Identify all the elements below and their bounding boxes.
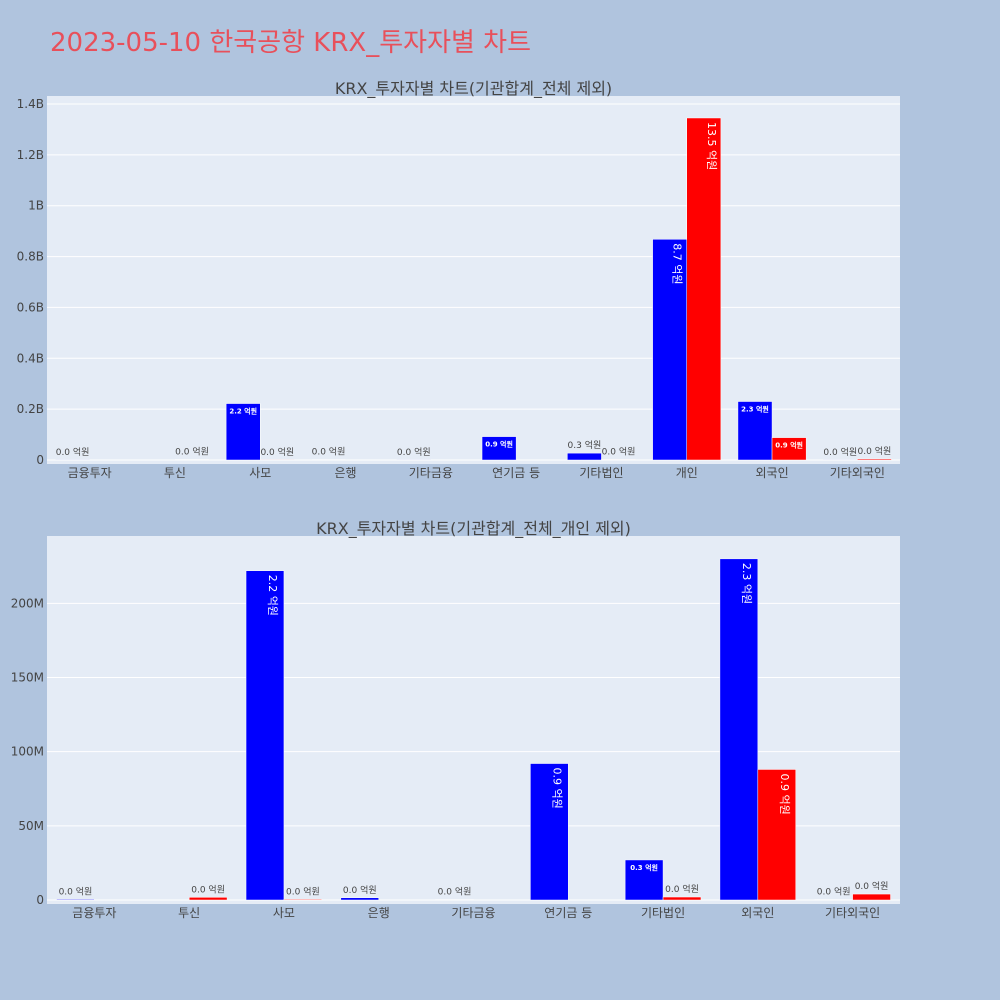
x-tick-label: 사모 xyxy=(249,466,271,480)
data-label: 0.0 억원 xyxy=(59,885,93,897)
page-title: 2023-05-10 한국공항 KRX_투자자별 차트 xyxy=(50,28,532,58)
data-label: 0.0 억원 xyxy=(175,446,209,458)
bar xyxy=(652,239,688,461)
y-tick-label: 0 xyxy=(36,893,44,907)
x-tick-label: 은행 xyxy=(335,465,357,480)
data-label: 0.0 억원 xyxy=(397,446,431,458)
x-tick-label: 기타법인 xyxy=(641,906,685,920)
bar xyxy=(757,769,796,901)
x-tick-label: 연기금 등 xyxy=(544,906,592,920)
bar xyxy=(340,897,379,901)
chart-title: KRX_투자자별 차트(기관합계_전체_개인 제외) xyxy=(316,519,631,539)
x-tick-label: 사모 xyxy=(273,906,295,920)
bar xyxy=(283,899,323,901)
data-label: 0.0 억원 xyxy=(602,445,636,457)
y-tick-label: 1.4B xyxy=(17,97,44,111)
y-tick-label: 0.2B xyxy=(17,402,44,416)
x-tick-label: 기타금융 xyxy=(451,906,495,920)
data-label: 0.0 억원 xyxy=(858,445,892,457)
data-label: 0.0 억원 xyxy=(665,883,699,895)
bar xyxy=(245,570,285,901)
y-tick-label: 1B xyxy=(28,199,44,213)
y-tick-label: 1.2B xyxy=(17,148,44,162)
bar xyxy=(188,897,228,901)
x-tick-label: 기타외국인 xyxy=(825,906,880,920)
y-tick-label: 200M xyxy=(11,596,44,610)
data-label: 0.0 억원 xyxy=(343,884,377,896)
x-tick-label: 기타법인 xyxy=(579,466,623,480)
y-tick-label: 150M xyxy=(11,671,44,685)
x-tick-label: 외국인 xyxy=(755,466,788,480)
bar xyxy=(624,859,664,901)
x-tick-label: 외국인 xyxy=(741,906,774,920)
bar xyxy=(737,401,773,461)
y-tick-label: 50M xyxy=(18,819,44,833)
data-label: 0.9 억원 xyxy=(778,773,791,814)
x-tick-label: 기타외국인 xyxy=(830,466,885,480)
y-tick-label: 0.6B xyxy=(17,300,44,314)
bar xyxy=(567,452,602,461)
chart-title: KRX_투자자별 차트(기관합계_전체 제외) xyxy=(335,79,612,99)
data-label: 0.9 억원 xyxy=(485,440,513,449)
x-tick-label: 은행 xyxy=(368,905,390,920)
x-tick-label: 투신 xyxy=(178,906,200,920)
y-tick-label: 0.8B xyxy=(17,250,44,264)
bar xyxy=(481,436,517,461)
bar xyxy=(530,763,569,901)
bar xyxy=(601,459,636,461)
data-label: 2.2 억원 xyxy=(266,575,279,616)
data-label: 0.0 억원 xyxy=(823,446,857,458)
data-label: 13.5 억원 xyxy=(705,122,718,170)
data-label: 2.2 억원 xyxy=(229,407,257,416)
x-tick-label: 금융투자 xyxy=(68,466,112,480)
data-label: 2.3 억원 xyxy=(741,405,769,414)
bar xyxy=(225,403,261,461)
x-tick-label: 기타금융 xyxy=(409,466,453,480)
bar xyxy=(771,437,807,461)
bar xyxy=(56,899,95,901)
chart-2: 0 50M 100M 150M 200M KRX_투자자별 차트(기관합계_전체_개인 제… xyxy=(11,519,900,920)
x-tick-label: 개인 xyxy=(676,466,698,480)
data-label: 0.0 억원 xyxy=(312,446,346,458)
bar xyxy=(719,558,759,901)
data-label: 0.0 억원 xyxy=(56,446,90,458)
data-label: 2.3 억원 xyxy=(740,563,753,604)
chart-1: 0 0.2B 0.4B 0.6B 0.8B 1B 1.2B 1.4B KRX_투자자별 차트(기… xyxy=(17,79,900,480)
y-tick-label: 100M xyxy=(11,745,44,759)
bar xyxy=(686,117,722,461)
x-tick-label: 연기금 등 xyxy=(492,466,540,480)
bar xyxy=(662,896,702,901)
data-label: 0.0 억원 xyxy=(817,886,851,898)
data-label: 0.3 억원 xyxy=(630,863,658,872)
data-label: 0.0 억원 xyxy=(438,886,472,898)
data-label: 0.0 억원 xyxy=(191,883,225,895)
x-tick-label: 금융투자 xyxy=(72,906,116,920)
data-label: 0.0 억원 xyxy=(260,446,294,458)
data-label: 8.7 억원 xyxy=(671,243,684,284)
data-label: 0.9 억원 xyxy=(775,441,803,450)
data-label: 0.0 억원 xyxy=(855,880,889,892)
data-label: 0.9 억원 xyxy=(550,768,563,809)
bar xyxy=(857,458,892,461)
y-tick-label: 0 xyxy=(36,453,44,467)
bar xyxy=(852,893,891,901)
data-label: 0.3 억원 xyxy=(568,439,602,451)
x-tick-label: 투신 xyxy=(164,466,186,480)
data-label: 0.0 억원 xyxy=(286,885,320,897)
y-tick-label: 0.4B xyxy=(17,351,44,365)
